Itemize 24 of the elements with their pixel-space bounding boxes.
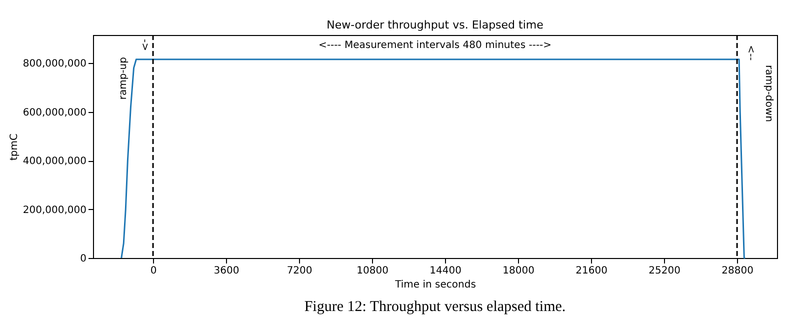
annotation: ramp-up bbox=[118, 57, 129, 100]
annotation: <---- Measurement intervals 480 minutes ----> bbox=[318, 40, 552, 51]
y-tick-label: 400,000,000 bbox=[22, 156, 86, 168]
annotation: ramp-down bbox=[763, 65, 774, 122]
annotation: -> bbox=[139, 39, 150, 51]
x-tick-label: 28800 bbox=[722, 266, 754, 276]
x-tick-label: 0 bbox=[150, 266, 157, 276]
x-tick-label: 14400 bbox=[430, 266, 462, 276]
y-tick-label: 800,000,000 bbox=[22, 58, 86, 70]
caption: Figure 12: Throughput versus elapsed time. bbox=[304, 299, 566, 315]
y-axis-title: tpmC bbox=[8, 133, 20, 160]
x-tick-label: 25200 bbox=[648, 266, 680, 276]
x-tick-label: 3600 bbox=[214, 266, 240, 276]
line-series bbox=[120, 58, 746, 259]
y-tick-label: 0 bbox=[80, 254, 86, 264]
x-tick-label: 10800 bbox=[356, 266, 388, 276]
x-tick-label: 7200 bbox=[286, 266, 312, 276]
y-tick-label: 600,000,000 bbox=[22, 107, 86, 118]
y-tick-label: 200,000,000 bbox=[22, 204, 86, 216]
annotation: <-- bbox=[745, 45, 756, 61]
x-tick-label: 18000 bbox=[502, 266, 534, 276]
x-axis-title: Time in seconds bbox=[394, 280, 476, 290]
chart-title: New-order throughput vs. Elapsed time bbox=[326, 18, 544, 32]
x-tick-label: 21600 bbox=[576, 266, 608, 276]
